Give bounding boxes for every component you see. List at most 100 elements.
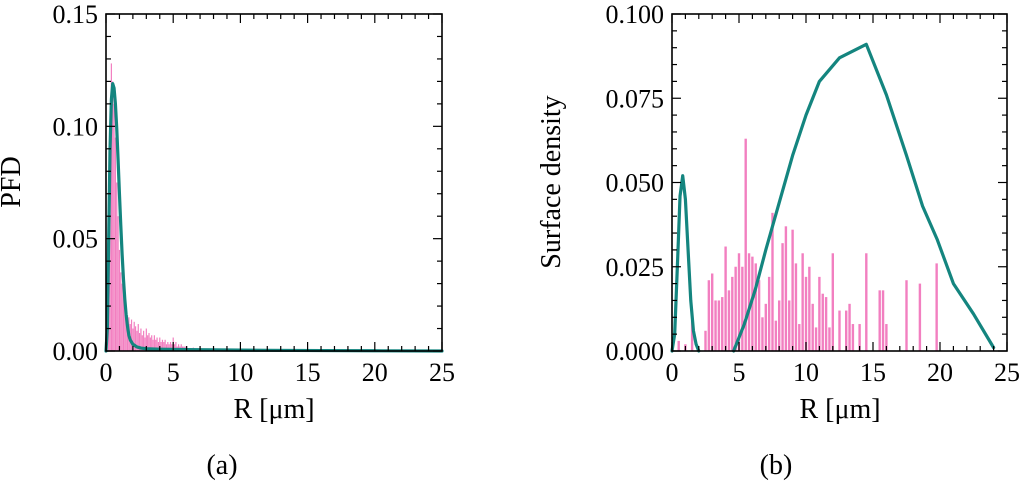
histogram-bar	[175, 342, 177, 351]
fit-curve-small	[670, 174, 701, 353]
histogram-bar	[731, 276, 734, 351]
panel-b-xlabel: R [μm]	[799, 394, 880, 425]
histogram-bar	[784, 226, 788, 351]
y-tick-label: 0.15	[53, 0, 99, 29]
histogram-bar	[120, 272, 122, 351]
histogram-bar	[918, 283, 922, 351]
x-tick-label: 5	[167, 358, 180, 387]
histogram-bar	[935, 263, 938, 351]
histogram-bar	[848, 303, 851, 351]
panel-b-chart: 0 5 10 15 20 25 0.000 0.025 0.050 0.075 0.100 Surf…	[536, 0, 1020, 481]
histogram-bar	[905, 280, 908, 351]
histogram-bar	[804, 276, 808, 351]
histogram-bar	[767, 276, 771, 351]
histogram-bar	[155, 339, 157, 351]
histogram-bar	[754, 263, 757, 351]
histogram-bar	[881, 290, 885, 351]
histogram-bar	[747, 253, 751, 351]
y-tick-label: 0.000	[606, 337, 665, 366]
histogram-bar	[798, 324, 801, 351]
histogram-bar	[707, 280, 711, 351]
histogram-bar	[851, 324, 855, 351]
panel-a-axes-frame	[105, 13, 443, 352]
histogram-bar	[144, 337, 146, 351]
histogram-bar	[791, 229, 794, 351]
histogram-bar	[858, 324, 861, 351]
histogram-bar	[177, 344, 180, 351]
x-tick-label: 5	[733, 358, 746, 387]
panel-a-ylabel: PFD	[0, 156, 27, 207]
panel-b-caption: (b)	[760, 450, 793, 481]
histogram-bar	[714, 300, 717, 351]
histogram-bar	[737, 253, 741, 351]
histogram-bar	[778, 300, 781, 351]
histogram-bar	[148, 333, 150, 351]
histogram-bar	[865, 253, 868, 351]
histogram-bar	[724, 246, 727, 351]
x-tick-label: 10	[793, 358, 819, 387]
histogram-bar	[136, 330, 138, 351]
histogram-bar	[163, 342, 165, 351]
x-tick-label: 15	[295, 358, 321, 387]
fit-curve-large	[732, 42, 996, 353]
histogram-bar	[133, 321, 135, 351]
x-tick-label: 20	[362, 358, 388, 387]
histogram-bar	[811, 303, 814, 351]
histogram-bar	[134, 326, 137, 351]
histogram-bar	[121, 283, 123, 351]
histogram-bar	[711, 273, 714, 351]
histogram-bar	[885, 324, 888, 351]
y-tick-label: 0.05	[53, 225, 99, 254]
histogram-bar	[124, 306, 126, 351]
x-tick-label: 15	[860, 358, 886, 387]
histogram-bar	[690, 320, 694, 351]
histogram-bar	[717, 300, 721, 351]
histogram-bar	[110, 63, 112, 352]
y-tick-label: 0.075	[606, 84, 665, 113]
histogram-bar	[156, 337, 158, 351]
panel-a-curve	[104, 82, 444, 353]
y-tick-label: 0.10	[53, 112, 99, 141]
histogram-bar	[171, 344, 173, 351]
y-tick-label: 0.050	[606, 169, 665, 198]
histogram-bar	[141, 335, 143, 351]
histogram-bar	[168, 344, 170, 351]
histogram-bar	[145, 328, 147, 351]
histogram-bar	[774, 320, 778, 351]
histogram-bar	[173, 344, 176, 351]
histogram-bar	[130, 319, 133, 351]
histogram-bar	[838, 310, 841, 351]
histogram-bar	[160, 342, 162, 351]
histogram-bar	[169, 342, 172, 351]
histogram-bar	[788, 300, 791, 351]
histogram-bar	[831, 253, 834, 351]
histogram-bar	[727, 290, 731, 351]
panel-a-caption: (a)	[206, 450, 237, 481]
histogram-bar	[704, 330, 707, 351]
histogram-bar	[180, 344, 182, 351]
histogram-bar	[167, 342, 169, 351]
histogram-bar	[828, 327, 831, 351]
histogram-bar	[764, 303, 767, 351]
histogram-bar	[734, 266, 737, 351]
histogram-bar	[143, 330, 145, 351]
histogram-bar	[151, 335, 153, 351]
x-tick-label: 20	[927, 358, 953, 387]
histogram-bar	[149, 337, 151, 351]
fit-curve	[104, 82, 444, 353]
histogram-bar	[140, 328, 142, 351]
histogram-bar	[761, 317, 764, 351]
histogram-bar	[808, 266, 811, 351]
histogram-bar	[845, 310, 848, 351]
histogram-bar	[118, 249, 121, 351]
histogram-bar	[801, 253, 804, 351]
y-tick-label: 0.025	[606, 253, 665, 282]
histogram-bar	[147, 335, 149, 351]
panel-a-ticks: 0 5 10 15 20 25 0.00 0.05 0.10 0.15	[53, 0, 456, 387]
histogram-bar	[117, 216, 119, 351]
histogram-bar	[132, 328, 134, 351]
x-tick-label: 25	[429, 358, 455, 387]
y-tick-label: 0.100	[606, 0, 665, 29]
histogram-bar	[878, 290, 881, 351]
histogram-bar	[152, 339, 154, 351]
